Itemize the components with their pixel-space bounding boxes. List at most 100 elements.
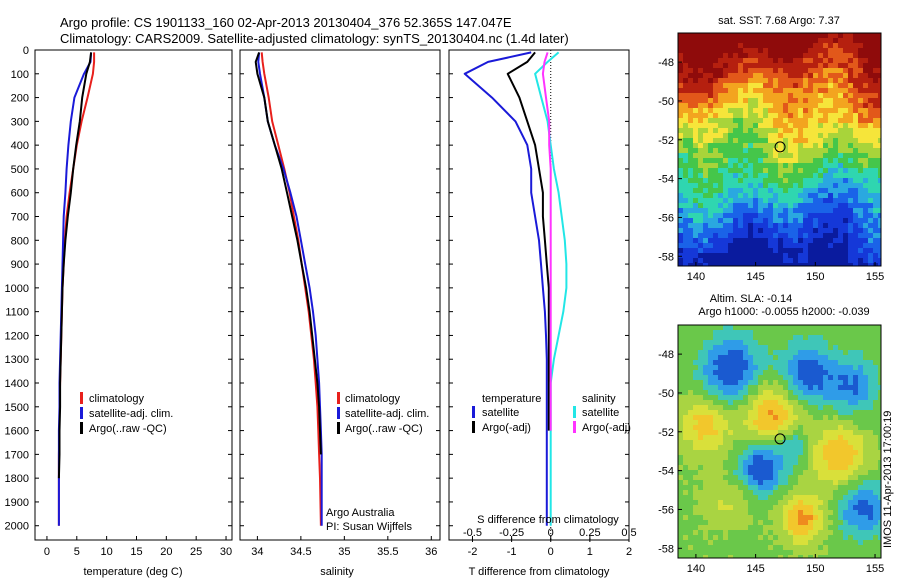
sla-cell (713, 495, 719, 501)
difference-top-tick-label: 0.25 (579, 527, 600, 539)
sla-cell (783, 375, 789, 381)
sst-cell (753, 83, 759, 89)
sst-cell (683, 38, 689, 44)
sla-cell (833, 495, 839, 501)
sla-cell (858, 350, 864, 356)
sst-cell (873, 148, 879, 154)
legend-label-argo: Argo(..raw -QC) (89, 423, 167, 435)
sla-cell (788, 410, 794, 416)
sla-cell (853, 345, 859, 351)
sla-cell (693, 415, 699, 421)
sla-cell (798, 395, 804, 401)
sla-cell (703, 510, 709, 516)
sst-cell (868, 103, 874, 109)
sst-cell (828, 88, 834, 94)
sst-cell (758, 53, 764, 59)
sst-cell (823, 243, 829, 249)
sst-cell (748, 43, 754, 49)
sst-cell (823, 73, 829, 79)
sst-cell (813, 188, 819, 194)
sla-cell (728, 325, 734, 331)
sst-cell (833, 63, 839, 69)
sst-cell (678, 148, 684, 154)
sla-cell (703, 370, 709, 376)
sst-cell (873, 263, 879, 266)
sst-cell (843, 198, 849, 204)
sst-cell (773, 103, 779, 109)
sst-cell (818, 238, 824, 244)
sla-cell (848, 555, 854, 558)
sst-cell (828, 158, 834, 164)
sst-cell (758, 133, 764, 139)
series-line-argo-adj (541, 52, 552, 431)
sst-cell (693, 253, 699, 259)
sla-cell (873, 510, 879, 516)
sst-cell (783, 198, 789, 204)
sla-cell (813, 430, 819, 436)
sla-cell (868, 550, 874, 556)
sst-cell (708, 168, 714, 174)
sst-cell (688, 238, 694, 244)
sst-cell (868, 88, 874, 94)
sla-cell (713, 370, 719, 376)
sla-cell (758, 465, 764, 471)
sla-cell (748, 415, 754, 421)
sst-cell (738, 148, 744, 154)
sst-cell (818, 38, 824, 44)
sst-cell (683, 43, 689, 49)
sst-cell (728, 113, 734, 119)
sla-cell (808, 375, 814, 381)
sla-cell (838, 520, 844, 526)
sla-cell (818, 435, 824, 441)
map-lon-tick-label: 140 (687, 563, 705, 575)
sst-cell (763, 173, 769, 179)
sst-cell (853, 93, 859, 99)
sla-cell (848, 390, 854, 396)
sla-cell (678, 410, 684, 416)
sst-cell (758, 158, 764, 164)
sst-cell (808, 193, 814, 199)
sla-cell (758, 420, 764, 426)
sst-cell (688, 263, 694, 266)
sla-cell (818, 465, 824, 471)
sla-cell (868, 455, 874, 461)
sst-cell (793, 253, 799, 259)
sla-cell (788, 455, 794, 461)
sst-cell (763, 63, 769, 69)
sla-cell (808, 495, 814, 501)
sla-cell (698, 460, 704, 466)
sst-cell (873, 168, 879, 174)
sst-cell (768, 143, 774, 149)
sla-cell (768, 470, 774, 476)
sst-cell (873, 123, 879, 129)
sla-cell (803, 500, 809, 506)
sst-cell (813, 153, 819, 159)
sla-cell (688, 415, 694, 421)
sla-cell (798, 495, 804, 501)
sla-cell (748, 330, 754, 336)
sst-cell (833, 213, 839, 219)
sst-cell (838, 33, 844, 39)
sla-cell (708, 345, 714, 351)
sla-cell (833, 375, 839, 381)
sst-cell (733, 93, 739, 99)
sla-cell (878, 470, 881, 476)
sla-cell (803, 540, 809, 546)
sla-cell (788, 505, 794, 511)
sla-cell (838, 455, 844, 461)
sla-cell (813, 525, 819, 531)
sla-cell (853, 495, 859, 501)
sst-cell (713, 248, 719, 254)
sla-cell (698, 385, 704, 391)
sla-cell (678, 415, 684, 421)
sla-cell (718, 490, 724, 496)
sla-cell (688, 430, 694, 436)
sla-cell (778, 470, 784, 476)
legend-label-t-argo: Argo(-adj) (482, 422, 531, 434)
sla-cell (768, 455, 774, 461)
sst-cell (723, 83, 729, 89)
sla-cell (813, 325, 819, 331)
sst-cell (738, 38, 744, 44)
sst-cell (728, 73, 734, 79)
sla-cell (813, 500, 819, 506)
